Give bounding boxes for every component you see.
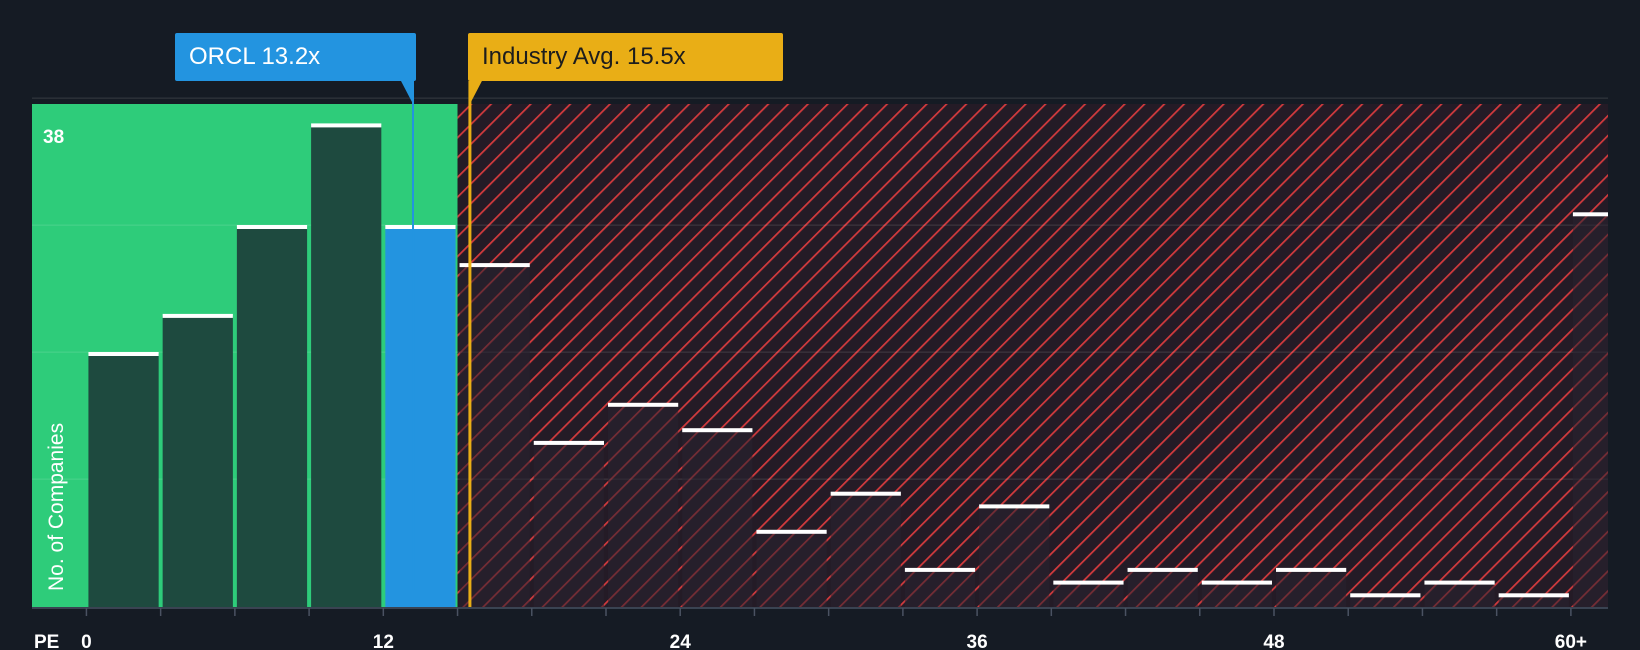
y-axis-title: No. of Companies [45, 423, 68, 591]
bar-top-cap [904, 567, 976, 572]
histogram-bar [1127, 569, 1198, 608]
histogram-bar [904, 569, 976, 608]
histogram-bar [311, 125, 382, 609]
bar-top-cap [756, 529, 827, 534]
bar-top-cap [1424, 580, 1495, 585]
bar-top-cap [1350, 593, 1421, 598]
histogram-bar [162, 315, 233, 608]
x-tick-label: 36 [967, 632, 988, 650]
x-tick-label: 60+ [1555, 632, 1587, 650]
bar-top-cap [1053, 580, 1124, 585]
bar-top-cap [1201, 580, 1272, 585]
x-tick-label: 12 [373, 632, 394, 650]
histogram-bar [1572, 214, 1608, 609]
histogram-bar [830, 493, 901, 608]
x-tick-label: 0 [81, 632, 92, 650]
x-tick-label: 24 [670, 632, 692, 650]
histogram-bar [88, 354, 159, 608]
histogram-bar [756, 531, 827, 608]
bar-top-cap [533, 440, 604, 445]
histogram-bar [1350, 595, 1421, 608]
bar-top-cap [1275, 567, 1347, 572]
bar-top-cap [385, 225, 456, 229]
histogram-bar [607, 404, 679, 608]
histogram-bar [682, 430, 753, 608]
company-callout-pointer [401, 81, 414, 104]
histogram-bar [236, 227, 308, 608]
bar-top-cap [162, 313, 233, 318]
histogram-bar [1498, 595, 1569, 608]
company-pe-label: ORCL 13.2x [189, 43, 321, 70]
bar-top-cap [979, 504, 1050, 509]
y-tick-label: 38 [43, 127, 64, 148]
bar-top-cap [459, 263, 530, 268]
bar-top-cap [236, 225, 308, 229]
bar-top-cap [830, 491, 901, 496]
histogram-bar [1424, 582, 1495, 608]
x-tick-label: 48 [1263, 632, 1284, 650]
x-axis-title: PE [34, 632, 59, 650]
histogram-bar [1275, 569, 1347, 608]
bar-top-cap [1498, 593, 1569, 598]
histogram-bar [533, 442, 604, 608]
industry-callout-pointer [469, 81, 482, 104]
bar-top-cap [1127, 567, 1198, 572]
bar-top-cap [1572, 212, 1608, 217]
bar-top-cap [311, 123, 382, 128]
industry-avg-label: Industry Avg. 15.5x [482, 43, 686, 70]
industry-avg-callout: Industry Avg. 15.5x [468, 33, 783, 81]
company-pe-callout: ORCL 13.2x [175, 33, 416, 81]
bar-top-cap [682, 428, 753, 433]
histogram-bar [1201, 582, 1272, 608]
bar-top-cap [607, 402, 679, 407]
bar-top-cap [88, 352, 159, 356]
histogram-bar [1053, 582, 1124, 608]
histogram-bar [385, 227, 456, 608]
histogram-bar [979, 506, 1050, 608]
